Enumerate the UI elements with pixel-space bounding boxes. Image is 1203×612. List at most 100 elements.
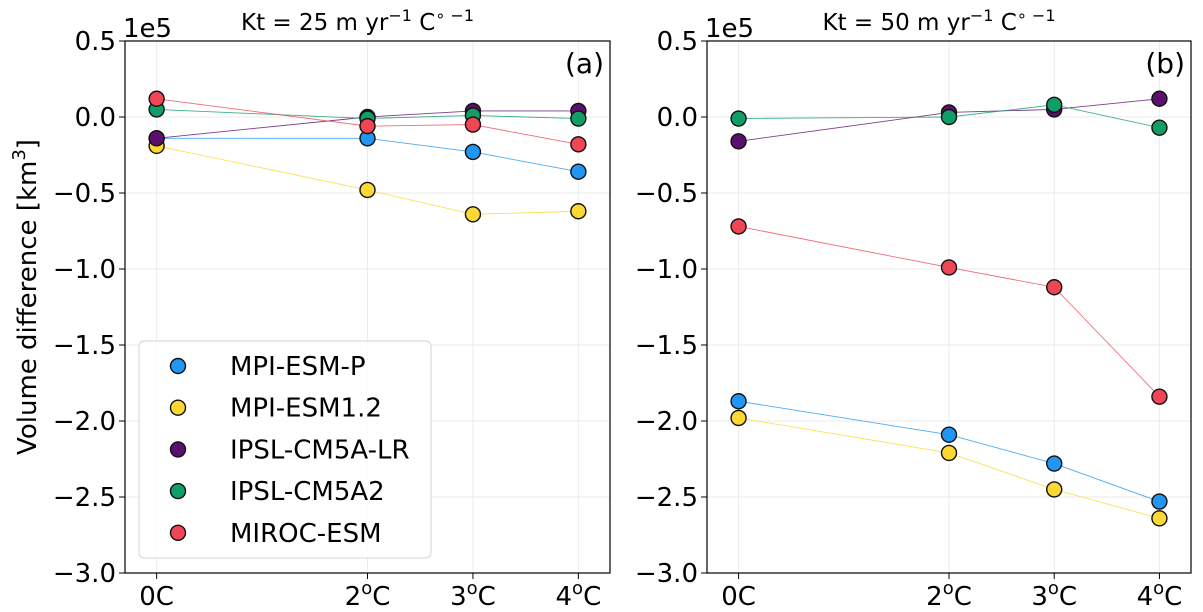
data-point-ipsl-cm5a-lr [148,130,165,147]
x-tick-label-end: C [478,582,496,612]
legend-item: MPI-ESM-P [169,352,366,382]
x-tick-label: 4oC [1137,578,1183,612]
x-tick-label-end: C [583,582,601,612]
y-tick-label: −3.0 [635,559,698,589]
title-mid: C [412,10,435,36]
legend-label: IPSL-CM5A2 [230,477,385,507]
x-tick-label: 3oC [1031,578,1077,612]
legend-item: IPSL-CM5A2 [169,477,385,507]
title-base: Kt = 25 m yr [241,10,389,36]
x-tick-label-end: C [1164,582,1182,612]
y-tick-label: 0.5 [75,27,116,57]
panel-a: 0.50.0−0.5−1.0−1.5−2.0−2.5−3.00C 2oC 3oC 4o… [9,6,611,612]
legend-marker [169,357,187,375]
data-point-miroc-esm [1046,279,1063,296]
data-point-ipsl-cm5a2 [570,110,587,127]
data-point-mpi-esm-p [1151,493,1168,510]
title-sup1: −1 [388,6,412,25]
y-tick-label: −1.5 [635,331,698,361]
y-tick-label: −2.5 [53,483,116,513]
x-tick-label-base: 0C [721,582,756,612]
data-point-miroc-esm [730,218,747,235]
series-line-mpi-esm1.2 [738,417,1160,519]
title-sup2: ∘ −1 [435,6,474,25]
y-tick-label: −0.5 [53,179,116,209]
title-sup2: ∘ −1 [1017,6,1056,25]
legend-box [138,340,432,559]
panel-b: 0.50.0−0.5−1.0−1.5−2.0−2.5−3.00C 2oC 3oC 4o… [635,6,1192,612]
data-point-mpi-esm-p [1046,455,1063,472]
y-tick-label: −2.0 [635,407,698,437]
data-point-ipsl-cm5a2 [1151,119,1168,136]
y-tick-label: −0.5 [635,179,698,209]
series-line-mpi-esm1.2 [156,145,579,215]
data-point-miroc-esm [359,117,376,135]
x-tick-label: 0C [139,582,174,612]
panel-label: (b) [1145,47,1185,80]
y-tick-label: 0.5 [657,27,698,57]
y-tick-label: 0.0 [75,103,116,133]
x-tick-label-base: 2 [345,582,362,612]
series-line-miroc-esm [156,98,579,145]
legend-label: MPI-ESM-P [230,352,366,382]
legend-item: MPI-ESM1.2 [169,394,382,424]
data-point-miroc-esm [148,90,165,107]
legend-label: MPI-ESM1.2 [230,394,382,424]
data-point-mpi-esm1.2 [940,444,958,462]
x-tick-label-end: C [372,582,390,612]
x-tick-label-sup: o [1153,578,1164,599]
series-line-ipsl-cm5a2 [738,104,1160,129]
x-tick-label-base: 4 [1137,582,1154,612]
x-tick-label: 2oC [926,578,972,612]
data-point-mpi-esm-p [570,163,587,180]
y-tick-label: −3.0 [53,559,116,589]
data-point-mpi-esm1.2 [359,181,376,199]
data-point-mpi-esm1.2 [1046,481,1063,498]
title-mid: C [993,10,1016,36]
data-point-ipsl-cm5a-lr [730,133,747,150]
y-label-sup: 3 [9,149,30,160]
data-point-mpi-esm-p [730,393,747,410]
x-tick-label-base: 3 [1031,582,1048,612]
data-point-ipsl-cm5a-lr [1151,90,1168,107]
x-tick-label-sup: o [467,578,478,599]
data-point-ipsl-cm5a2 [1046,96,1063,114]
data-point-mpi-esm-p [464,143,482,161]
data-point-mpi-esm-p [940,426,958,443]
data-point-ipsl-cm5a2 [940,108,958,126]
data-point-mpi-esm1.2 [1151,510,1168,527]
panel-label: (a) [565,47,604,80]
y-label-base: Volume difference [km [13,161,43,455]
y-tick-label: −1.0 [53,255,116,285]
offset-label: 1e5 [705,14,754,44]
legend-label: IPSL-CM5A-LR [230,435,410,465]
legend-marker [169,482,187,500]
series-line-ipsl-cm5a-lr [156,110,579,139]
x-tick-label: 3oC [450,578,496,612]
x-tick-label-sup: o [572,578,583,599]
data-point-miroc-esm [1151,388,1168,405]
x-tick-label-sup: o [1048,578,1059,599]
y-tick-label: 0.0 [657,103,698,133]
x-tick-label-base: 3 [450,582,467,612]
chart-title: Kt = 50 m yr−1 C∘ −1 [822,6,1055,36]
series-line-ipsl-cm5a2 [156,108,579,119]
x-tick-label-base: 2 [926,582,943,612]
legend-marker [169,399,187,416]
x-tick-label-end: C [954,582,972,612]
x-tick-label-sup: o [943,578,954,599]
legend-item: IPSL-CM5A-LR [169,435,410,465]
x-tick-label-base: 0C [139,582,174,612]
legend-label: MIROC-ESM [230,519,382,549]
y-tick-label: −2.5 [635,483,698,513]
x-tick-label: 0C [721,582,756,612]
legend: MPI-ESM-P MPI-ESM1.2 IPSL-CM5A-LR IPSL-CM5A… [138,340,432,559]
chart-title: Kt = 25 m yr−1 C∘ −1 [241,6,474,36]
x-tick-label-end: C [1059,582,1077,612]
data-point-mpi-esm1.2 [570,203,587,220]
series-line-miroc-esm [738,225,1160,397]
title-base: Kt = 50 m yr [822,10,970,36]
x-tick-label: 4oC [556,578,602,612]
x-tick-label-sup: o [361,578,372,599]
y-tick-label: −2.0 [53,407,116,437]
